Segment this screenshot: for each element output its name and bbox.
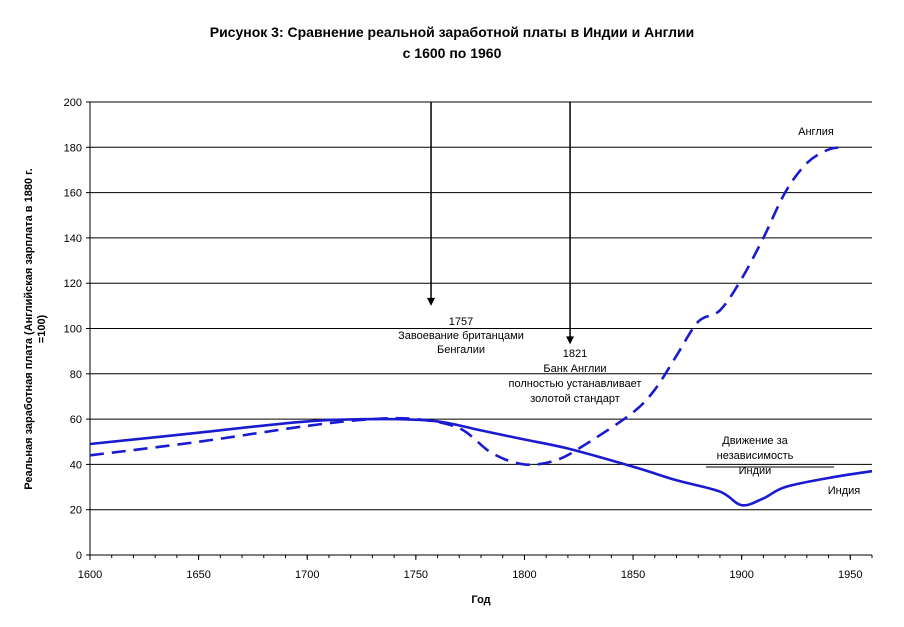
series-label-england: Англия bbox=[798, 126, 834, 138]
x-tick-label-1900: 1900 bbox=[729, 569, 753, 581]
x-tick-labels: 1600 1650 1700 1750 1800 1850 1900 1950 bbox=[78, 569, 863, 581]
annotation-independence-text-line-0: Движение за bbox=[722, 435, 788, 447]
annotation-independence-text-line-1: независимость bbox=[717, 450, 794, 462]
y-tick-labels: 0 20 40 60 80 100 120 140 160 180 200 bbox=[64, 97, 82, 562]
x-tick-label-1650: 1650 bbox=[186, 569, 210, 581]
y-tick-label-0: 0 bbox=[76, 550, 82, 562]
y-tick-label-180: 180 bbox=[64, 142, 82, 154]
x-tick-label-1700: 1700 bbox=[295, 569, 319, 581]
series-line-england bbox=[89, 146, 847, 466]
y-tick-label-100: 100 bbox=[64, 324, 82, 336]
annotation-1757-arrow-head bbox=[427, 297, 436, 306]
y-tick-label-80: 80 bbox=[70, 369, 82, 381]
annotations: 1757 Завоевание британцами Бенгалии 1821 Бан… bbox=[398, 102, 834, 477]
axes bbox=[86, 101, 873, 560]
y-axis-label-line-1: Реальная заработная плата (Английская за… bbox=[23, 168, 35, 489]
annotation-1821-text-line-3: золотой стандарт bbox=[530, 393, 620, 405]
series-labels: Англия Индия bbox=[798, 126, 860, 497]
x-axis-label: Год bbox=[471, 594, 490, 606]
annotation-1757-text-line-0: 1757 bbox=[449, 316, 473, 328]
y-axis-label: Реальная заработная плата (Английская за… bbox=[23, 168, 48, 489]
annotation-1821-text-line-1: Банк Англии bbox=[543, 363, 606, 375]
series-label-india: Индия bbox=[828, 485, 861, 497]
series-line-india bbox=[89, 417, 873, 507]
x-tick-label-1600: 1600 bbox=[78, 569, 102, 581]
y-tick-label-20: 20 bbox=[70, 505, 82, 517]
x-tick-label-1750: 1750 bbox=[404, 569, 428, 581]
y-tick-label-160: 160 bbox=[64, 188, 82, 200]
annotation-1821-text-line-0: 1821 bbox=[563, 348, 587, 360]
y-axis-label-line-2: =100) bbox=[36, 314, 48, 343]
x-tick-label-1800: 1800 bbox=[512, 569, 536, 581]
annotation-1821-text-line-2: полностью устанавливает bbox=[509, 378, 642, 390]
chart-title-line-1: Рисунок 3: Сравнение реальной заработной… bbox=[210, 24, 695, 40]
chart-title-line-2: с 1600 по 1960 bbox=[403, 45, 502, 61]
x-tick-label-1950: 1950 bbox=[838, 569, 862, 581]
annotation-1821-arrow-head bbox=[566, 336, 575, 345]
annotation-1757-text-line-1: Завоевание британцами bbox=[398, 330, 524, 342]
y-tick-label-40: 40 bbox=[70, 459, 82, 471]
y-tick-label-140: 140 bbox=[64, 233, 82, 245]
y-tick-label-60: 60 bbox=[70, 414, 82, 426]
y-tick-label-120: 120 bbox=[64, 278, 82, 290]
series-lines bbox=[89, 146, 873, 507]
annotation-1757-text-line-2: Бенгалии bbox=[437, 344, 485, 356]
gridlines bbox=[90, 101, 872, 511]
x-tick-label-1850: 1850 bbox=[621, 569, 645, 581]
y-tick-label-200: 200 bbox=[64, 97, 82, 109]
annotation-independence-text-line-2: Индии bbox=[739, 465, 772, 477]
